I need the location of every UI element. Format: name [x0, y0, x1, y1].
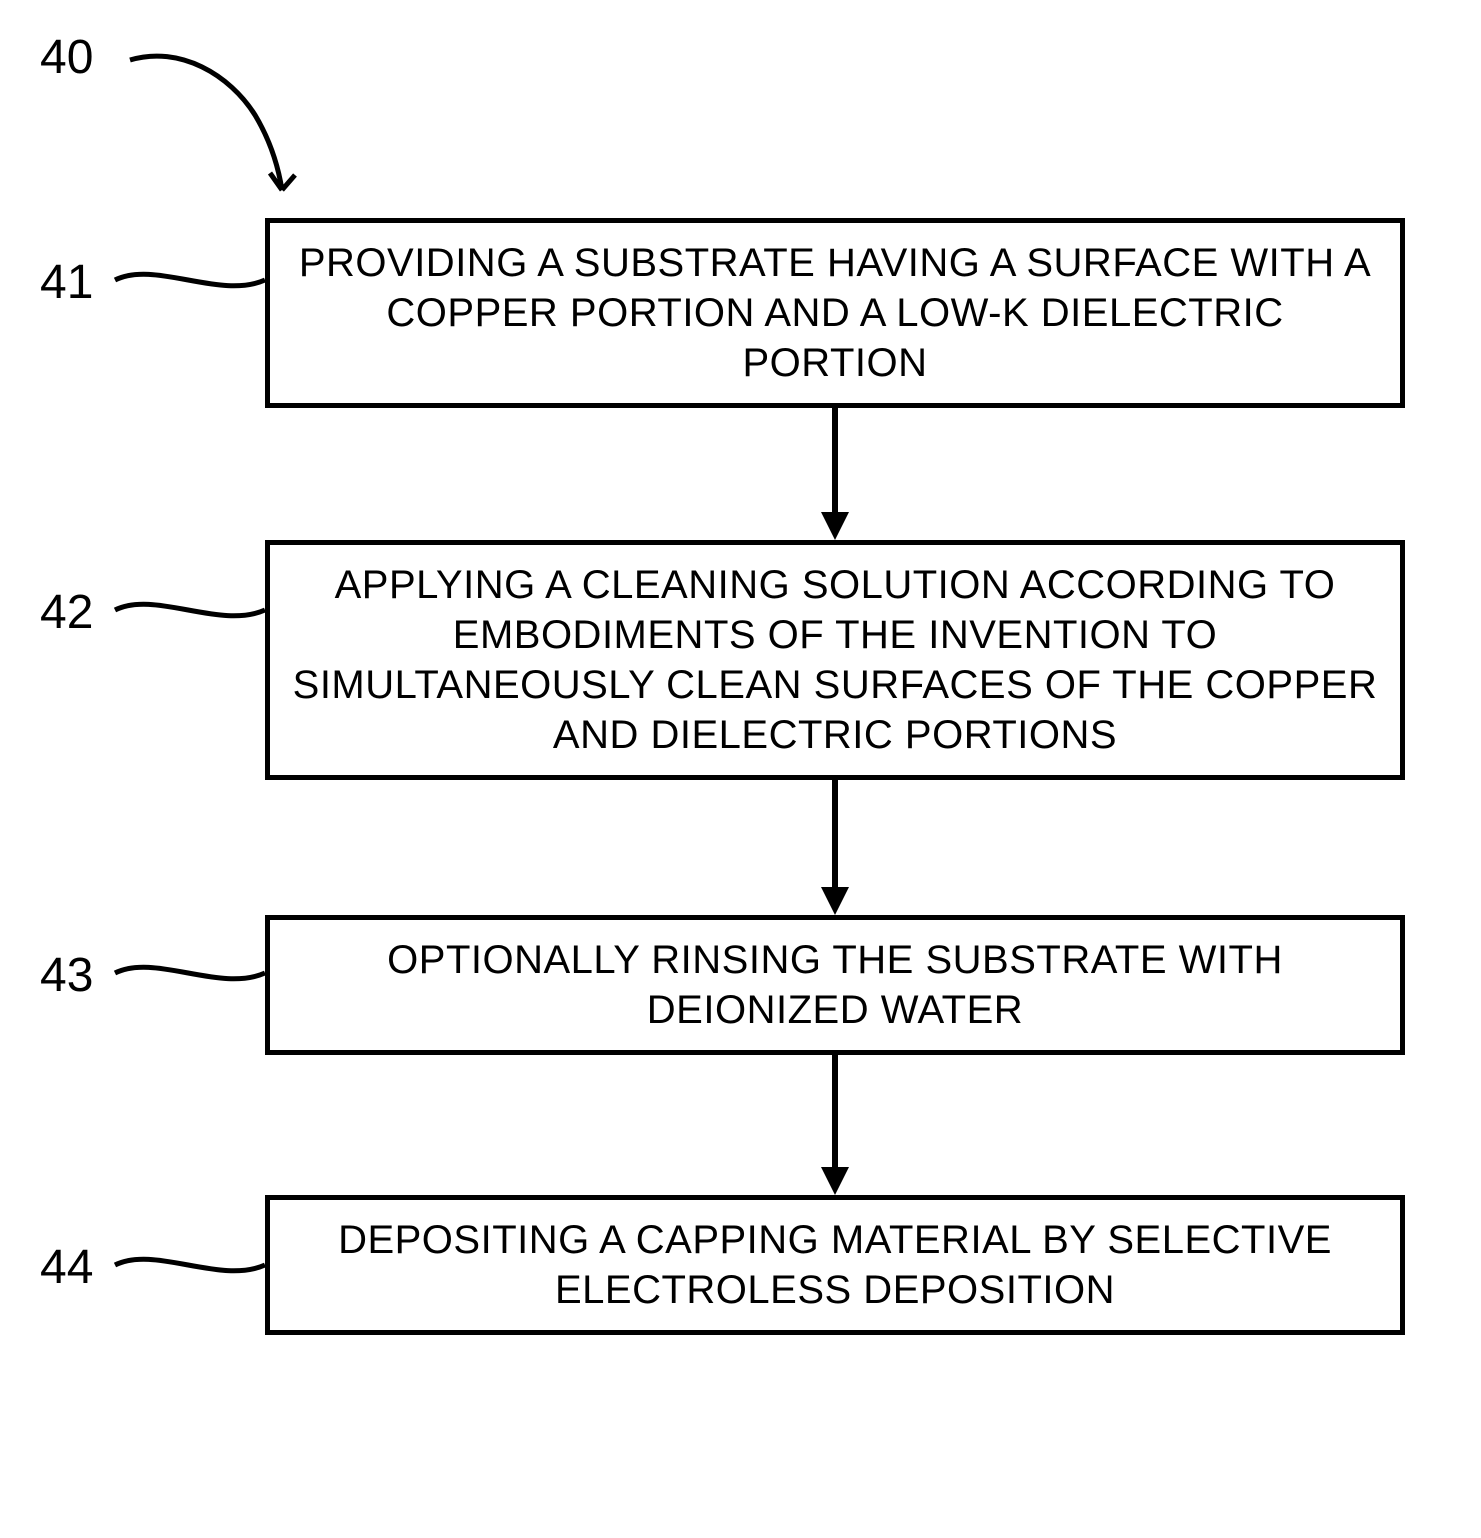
leader-line-overall	[120, 45, 320, 205]
leader-line-43	[110, 948, 270, 998]
flow-arrow-3-head	[821, 1167, 849, 1195]
leader-line-41	[110, 255, 270, 305]
flow-arrow-2-head	[821, 887, 849, 915]
flowchart-step-3: OPTIONALLY RINSING THE SUBSTRATE WITH DE…	[265, 915, 1405, 1055]
flowchart-step-4-text: DEPOSITING A CAPPING MATERIAL BY SELECTI…	[290, 1215, 1380, 1315]
flow-arrow-2-line	[832, 780, 838, 889]
flowchart-step-4: DEPOSITING A CAPPING MATERIAL BY SELECTI…	[265, 1195, 1405, 1335]
step-label-44: 44	[40, 1240, 93, 1295]
flowchart-step-2-text: APPLYING A CLEANING SOLUTION ACCORDING T…	[290, 560, 1380, 760]
leader-line-42	[110, 585, 270, 635]
flow-arrow-1-line	[832, 408, 838, 514]
step-label-43: 43	[40, 948, 93, 1003]
flow-arrow-1-head	[821, 512, 849, 540]
leader-line-44	[110, 1240, 270, 1290]
flow-arrow-3-line	[832, 1055, 838, 1169]
flowchart-step-1: PROVIDING A SUBSTRATE HAVING A SURFACE W…	[265, 218, 1405, 408]
flowchart-step-3-text: OPTIONALLY RINSING THE SUBSTRATE WITH DE…	[290, 935, 1380, 1035]
figure-label-overall: 40	[40, 30, 93, 85]
step-label-41: 41	[40, 255, 93, 310]
flowchart-step-1-text: PROVIDING A SUBSTRATE HAVING A SURFACE W…	[290, 238, 1380, 388]
flowchart-step-2: APPLYING A CLEANING SOLUTION ACCORDING T…	[265, 540, 1405, 780]
step-label-42: 42	[40, 585, 93, 640]
